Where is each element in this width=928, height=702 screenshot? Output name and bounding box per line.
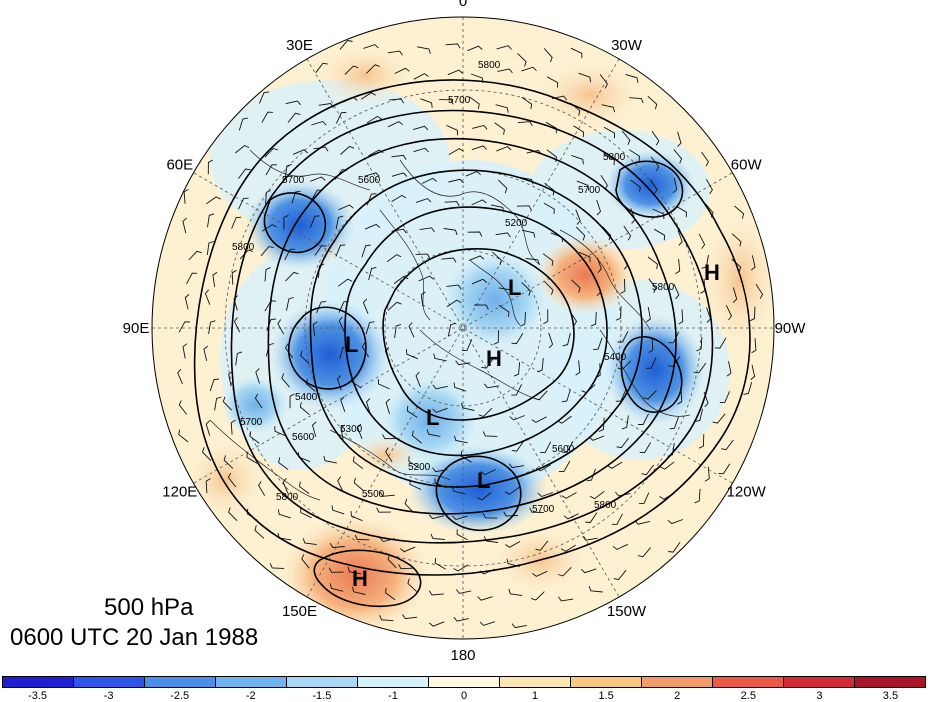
colorbar-cell [571, 677, 642, 687]
colorbar-tick-label: -1 [388, 690, 398, 702]
contour-labels: 5800 5700 5800 5700 5700 5600 5800 5800 … [232, 60, 675, 515]
low-center-east-siberia: L [426, 405, 439, 430]
contour-label-5700-b: 5700 [578, 185, 601, 196]
high-center-china: H [352, 566, 368, 591]
map-border [151, 16, 775, 640]
colorbar-tick-label: 1 [532, 690, 539, 702]
contour-label-5800-d: 5800 [652, 282, 675, 293]
colorbar-tick-label: -2.5 [170, 690, 190, 702]
colorbar-cell [216, 677, 287, 687]
colorbar-cell [500, 677, 571, 687]
lon-label-0: 0 [459, 0, 467, 10]
contour-label-5400-a: 5400 [604, 352, 627, 363]
colorbar-tick-label: 1.5 [598, 690, 614, 702]
low-center-pacific: L [477, 468, 490, 493]
colorbar-cell [3, 677, 74, 687]
contour-label-5800-c: 5800 [232, 242, 255, 253]
contour-label-5700-a: 5700 [448, 95, 471, 106]
high-center-north-pole: H [486, 346, 502, 371]
colorbar-cell [642, 677, 713, 687]
lon-label-90w: 90W [775, 320, 807, 337]
colorbar [2, 676, 926, 688]
lon-label-120e: 120E [162, 484, 197, 501]
colorbar-cell [855, 677, 925, 687]
title-time: 0600 UTC 20 Jan 1988 [10, 624, 259, 651]
colorbar-tick-label: 2 [674, 690, 681, 702]
colorbar-tick-label: 2.5 [740, 690, 756, 702]
contour-label-5200-a: 5200 [505, 218, 528, 229]
contour-label-5600-b: 5600 [292, 432, 315, 443]
colorbar-tick-label: -1.5 [312, 690, 332, 702]
colorbar-cell [287, 677, 358, 687]
colorbar-tick-label: 0 [460, 690, 468, 702]
lon-label-90e: 90E [123, 320, 150, 337]
contour-label-5800-f: 5800 [594, 500, 617, 511]
low-center-central-siberia: L [345, 332, 358, 357]
contour-label-5400-b: 5400 [295, 392, 318, 403]
contour-label-5600-c: 5600 [552, 444, 575, 455]
wind-barbs [177, 39, 764, 629]
high-center-east-us: H [704, 260, 720, 285]
lon-label-120w: 120W [727, 484, 767, 501]
pressure-centers: H L H L L L H [345, 260, 720, 591]
contour-label-5800-e: 5800 [276, 492, 299, 503]
contour-label-5200-b: 5200 [408, 462, 431, 473]
colorbar-tick-label: 3.5 [882, 690, 899, 702]
lon-label-150e: 150E [282, 603, 317, 620]
colorbar-cell [145, 677, 216, 687]
lon-label-60w: 60W [731, 157, 763, 174]
lon-label-60e: 60E [166, 157, 193, 174]
low-center-arctic-north: L [508, 275, 521, 300]
contour-label-5800-b: 5800 [603, 152, 626, 163]
lon-label-150w: 150W [607, 603, 647, 620]
colorbar-cell [784, 677, 855, 687]
colorbar-tick-label: -2 [245, 690, 256, 702]
lon-label-30e: 30E [286, 37, 313, 54]
contour-label-5500-a: 5500 [362, 489, 385, 500]
lon-label-180: 180 [450, 647, 475, 664]
contour-label-5700-d: 5700 [240, 417, 263, 428]
colorbar-tick-label: -3 [103, 690, 114, 702]
lon-label-30w: 30W [611, 37, 643, 54]
contour-label-5300-a: 5300 [340, 424, 363, 435]
contour-label-5800-a: 5800 [478, 60, 501, 71]
height-contours [193, 79, 751, 608]
colorbar-cell [713, 677, 784, 687]
colorbar-cell [74, 677, 145, 687]
colorbar-tick-label: -3.5 [28, 690, 48, 702]
title-level: 500 hPa [104, 594, 194, 621]
colorbar-cell [429, 677, 500, 687]
contour-label-5700-e: 5700 [532, 504, 555, 515]
contour-label-5600-a: 5600 [358, 175, 381, 186]
longitude-labels: 0 30W 60W 90W 120W 150W 180 150E 120E 90E 60E 30E [123, 0, 807, 664]
contour-label-5700-c: 5700 [282, 175, 305, 186]
coastlines [209, 149, 691, 501]
colorbar-tick-label: 3 [816, 690, 823, 702]
colorbar-cell [358, 677, 429, 687]
